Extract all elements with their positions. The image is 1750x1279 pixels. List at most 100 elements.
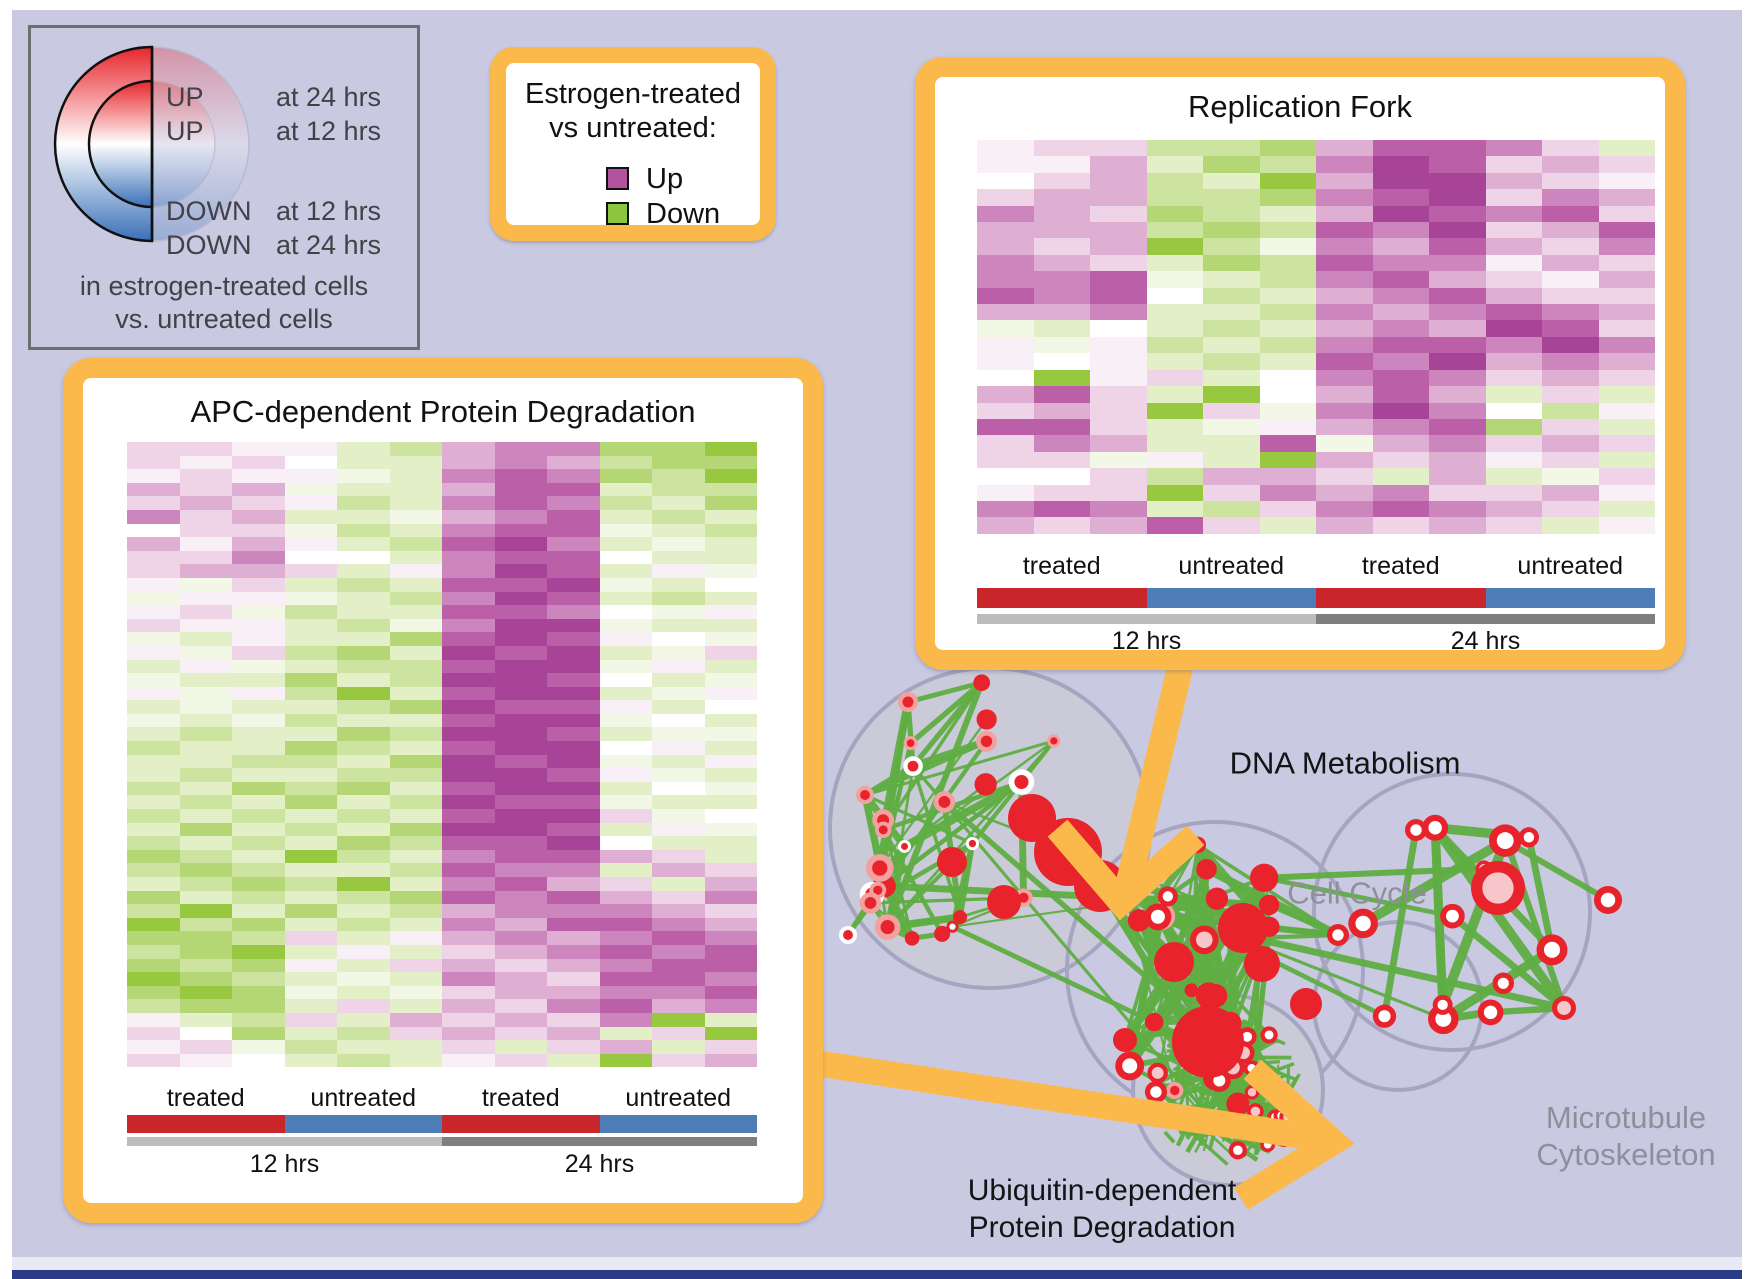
heatmap-cell xyxy=(389,890,442,905)
heatmap-cell xyxy=(179,564,232,578)
heatmap-cell xyxy=(599,836,652,850)
heatmap-cell xyxy=(389,904,442,918)
heatmap-cell xyxy=(442,645,495,660)
condition-bar xyxy=(1146,588,1316,608)
heatmap-cell xyxy=(179,836,232,850)
heatmap-cell xyxy=(704,849,757,864)
heatmap-cell xyxy=(1316,172,1373,190)
heatmap-cell xyxy=(547,754,600,769)
heatmap-cell xyxy=(599,741,652,755)
heatmap-cell xyxy=(1259,304,1316,321)
heatmap-cell xyxy=(977,222,1034,239)
heatmap-cell xyxy=(442,727,495,742)
heatmap-cell xyxy=(389,727,442,742)
heatmap-cell xyxy=(127,795,180,810)
heatmap-cell xyxy=(179,904,232,918)
heatmap-cell xyxy=(599,849,652,864)
heatmap-cell xyxy=(599,958,652,973)
heatmap-cell xyxy=(1542,304,1599,321)
heatmap-cell xyxy=(442,632,495,646)
heatmap-cell xyxy=(337,836,390,850)
heatmap-cell xyxy=(547,958,600,973)
heatmap-cell xyxy=(284,768,337,782)
heatmap-cell xyxy=(1542,320,1599,337)
heatmap-cell xyxy=(389,632,442,646)
heatmap-cell xyxy=(284,686,337,701)
heatmap-cell xyxy=(127,781,180,796)
heatmap-cell xyxy=(442,754,495,769)
ring-time-label: at 24 hrs xyxy=(276,82,382,112)
heatmap-cell xyxy=(389,836,442,850)
heatmap-cell xyxy=(232,809,285,823)
heatmap-cell xyxy=(442,1040,495,1054)
heatmap-cell xyxy=(232,713,285,728)
heatmap-cell xyxy=(652,1040,705,1054)
heatmap-cell xyxy=(284,904,337,918)
heatmap-cell xyxy=(1372,500,1429,518)
heatmap-cell xyxy=(977,402,1034,419)
heatmap-cell xyxy=(1203,238,1260,255)
heatmap-cell xyxy=(442,781,495,796)
heatmap-cell xyxy=(284,917,337,932)
heatmap-cell xyxy=(127,944,180,959)
heatmap-cell xyxy=(179,645,232,660)
heatmap-cell xyxy=(652,469,705,483)
heatmap-cell xyxy=(127,509,180,524)
heatmap-cell xyxy=(442,550,495,565)
heatmap-cell xyxy=(389,944,442,959)
heatmap-cell xyxy=(704,877,757,891)
heatmap-cell xyxy=(179,958,232,973)
heatmap-cell xyxy=(389,496,442,510)
heatmap-cell xyxy=(599,605,652,619)
heatmap-cell xyxy=(127,754,180,769)
network-label-microtubule-cytoskeleton: Microtubule Cytoskeleton xyxy=(1536,1099,1715,1173)
heatmap-cell xyxy=(652,972,705,986)
heatmap-cell xyxy=(442,849,495,864)
heatmap-cell xyxy=(652,741,705,755)
heatmap-cell xyxy=(232,999,285,1013)
heatmap-cell xyxy=(494,713,547,728)
heatmap-cell xyxy=(179,822,232,837)
heatmap-cell xyxy=(547,999,600,1013)
heatmap-cell xyxy=(1372,320,1429,337)
heatmap-cell xyxy=(232,1012,285,1027)
heatmap-cell xyxy=(1090,238,1147,255)
heatmap-cell xyxy=(127,482,180,497)
ring-dir-label: DOWN xyxy=(166,196,252,226)
heatmap-cell xyxy=(179,985,232,1000)
heatmap-cell xyxy=(127,931,180,945)
heatmap-cell xyxy=(1203,140,1260,157)
heatmap-cell xyxy=(179,550,232,565)
heatmap-cell xyxy=(337,917,390,932)
heatmap-cell xyxy=(1146,418,1203,436)
heatmap-cell xyxy=(442,836,495,850)
heatmap-cell xyxy=(337,645,390,660)
heatmap-cell xyxy=(1485,222,1542,239)
heatmap-cell xyxy=(284,999,337,1013)
ring-time-label: at 12 hrs xyxy=(276,116,382,146)
heatmap-cell xyxy=(652,985,705,1000)
time-bar xyxy=(442,1137,757,1146)
heatmap-cell xyxy=(1259,484,1316,501)
heatmap-cell xyxy=(232,496,285,510)
heatmap-cell xyxy=(232,659,285,674)
heatmap-cell xyxy=(389,917,442,932)
heatmap-cell xyxy=(284,564,337,578)
heatmap-cell xyxy=(442,741,495,755)
heatmap-cell xyxy=(547,768,600,782)
heatmap-cell xyxy=(1485,336,1542,354)
heatmap-cell xyxy=(704,496,757,510)
heatmap-cell xyxy=(1542,271,1599,288)
heatmap-cell xyxy=(179,496,232,510)
heatmap-cell xyxy=(1598,304,1655,321)
heatmap-cell xyxy=(1090,386,1147,403)
heatmap-cell xyxy=(547,1053,600,1068)
heatmap-cell xyxy=(1598,435,1655,452)
heatmap-cell xyxy=(1146,484,1203,501)
heatmap-cell xyxy=(127,632,180,646)
heatmap-cell xyxy=(284,1040,337,1054)
heatmap-cell xyxy=(389,469,442,483)
heatmap-cell xyxy=(599,1026,652,1041)
bottom-border-line xyxy=(12,1270,1742,1279)
heatmap-cell xyxy=(1372,172,1429,190)
